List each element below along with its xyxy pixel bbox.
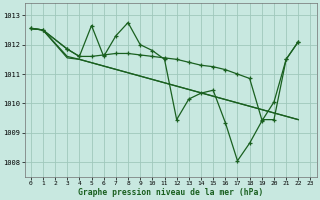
X-axis label: Graphe pression niveau de la mer (hPa): Graphe pression niveau de la mer (hPa) (78, 188, 263, 197)
